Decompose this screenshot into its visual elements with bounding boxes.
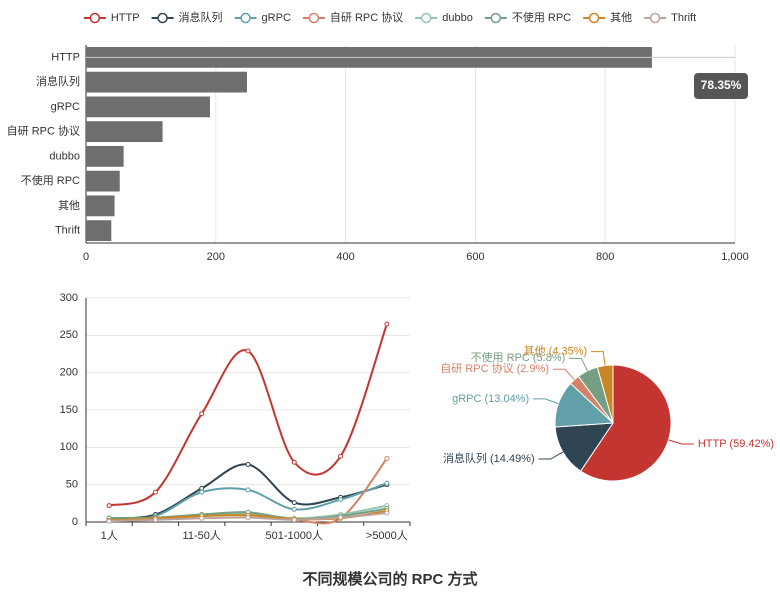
legend-icon-dot [649,12,661,24]
legend-icon-dot [420,12,432,24]
y-tick-label: gRPC [51,101,80,113]
point [245,515,251,521]
legend-icon-dot [89,12,101,24]
y-tick-label: 消息队列 [36,74,80,88]
point [338,453,344,459]
point [199,411,205,417]
bar [86,71,247,93]
legend-item: 其他 [583,11,632,24]
y-tick-label: 其他 [58,199,80,212]
x-tick-label: 1人 [101,529,118,542]
y-tick-label: 150 [60,404,78,416]
point [106,503,112,509]
legend-item: Thrift [644,12,696,24]
y-tick-label: HTTP [51,51,80,63]
bar [86,195,115,217]
point [291,459,297,465]
legend-label: 其他 [610,11,632,24]
label-line [538,451,564,460]
pie-label: HTTP (59.42%) [698,438,774,450]
point [245,462,251,468]
point [338,497,344,503]
point [245,487,251,493]
point [291,500,297,506]
legend-icon-dot [308,12,320,24]
legend-item: HTTP [83,12,140,24]
x-tick-label: 400 [336,251,354,263]
y-tick-label: 200 [60,367,78,379]
bar [86,170,120,192]
point [384,456,390,462]
bar [86,96,210,118]
legend-item: 不使用 RPC [484,11,571,24]
x-tick-label: 11-50人 [183,529,221,542]
y-tick-label: 250 [60,329,78,341]
x-tick-label: >5000人 [366,529,408,542]
y-tick-label: 不使用 RPC [21,174,80,187]
y-tick-label: 300 [60,292,78,304]
label-line [668,439,694,445]
point [384,480,390,486]
y-tick-label: 自研 RPC 协议 [7,124,80,138]
x-tick-label: 600 [466,251,484,263]
y-tick-label: 100 [60,441,78,453]
x-tick-label: 501-1000人 [266,529,324,542]
legend-label: 不使用 RPC [512,11,571,24]
series-line [108,323,388,507]
point [199,489,205,495]
caption: 不同规模公司的 RPC 方式 [302,570,477,588]
tooltip [694,73,748,99]
x-tick-label: 1,000 [721,251,749,263]
point [152,489,158,495]
x-tick-label: 200 [207,251,225,263]
pie-label: 消息队列 (14.49%) [443,451,535,465]
legend-label: HTTP [111,12,140,24]
pie-slice [596,364,614,424]
x-tick-label: 0 [83,251,89,263]
legend-icon-dot [588,12,600,24]
point [199,515,205,521]
bar [86,145,124,167]
pie-label: 自研 RPC 协议 (2.9%) [440,361,549,375]
point [245,348,251,354]
point [384,321,390,327]
y-tick-label: Thrift [55,225,80,237]
bar [86,121,163,143]
y-tick-label: 0 [72,516,78,528]
point [291,506,297,512]
pie-label: 其他 (4.35%) [524,345,588,358]
label-line [591,351,606,366]
legend-label: 自研 RPC 协议 [330,10,403,24]
legend-label: 消息队列 [179,10,223,24]
legend-item: gRPC [234,12,291,24]
legend-item: dubbo [415,12,473,24]
label-line [569,357,588,372]
pie-label: 不使用 RPC (5.8%) [471,351,566,364]
legend-label: dubbo [442,12,473,24]
legend-icon-dot [490,12,502,24]
tooltip-text: 78.35% [701,78,742,92]
point [338,515,344,521]
bar [86,220,112,242]
legend-item: 自研 RPC 协议 [302,10,403,24]
y-tick-label: 50 [66,479,78,491]
point [291,517,297,523]
legend-label: Thrift [671,12,696,24]
legend-icon-dot [157,12,168,24]
label-line [553,368,575,381]
point [152,517,158,523]
pie-slice [579,364,672,482]
label-line [533,398,559,405]
point [106,518,112,524]
pie-label: gRPC (13.04%) [452,393,529,405]
legend-item: 消息队列 [151,10,223,24]
point [384,510,390,516]
pie-slice [554,422,614,472]
x-tick-label: 800 [596,251,614,263]
legend-icon-dot [240,12,251,24]
y-tick-label: dubbo [49,150,80,162]
legend-label: gRPC [262,12,291,24]
